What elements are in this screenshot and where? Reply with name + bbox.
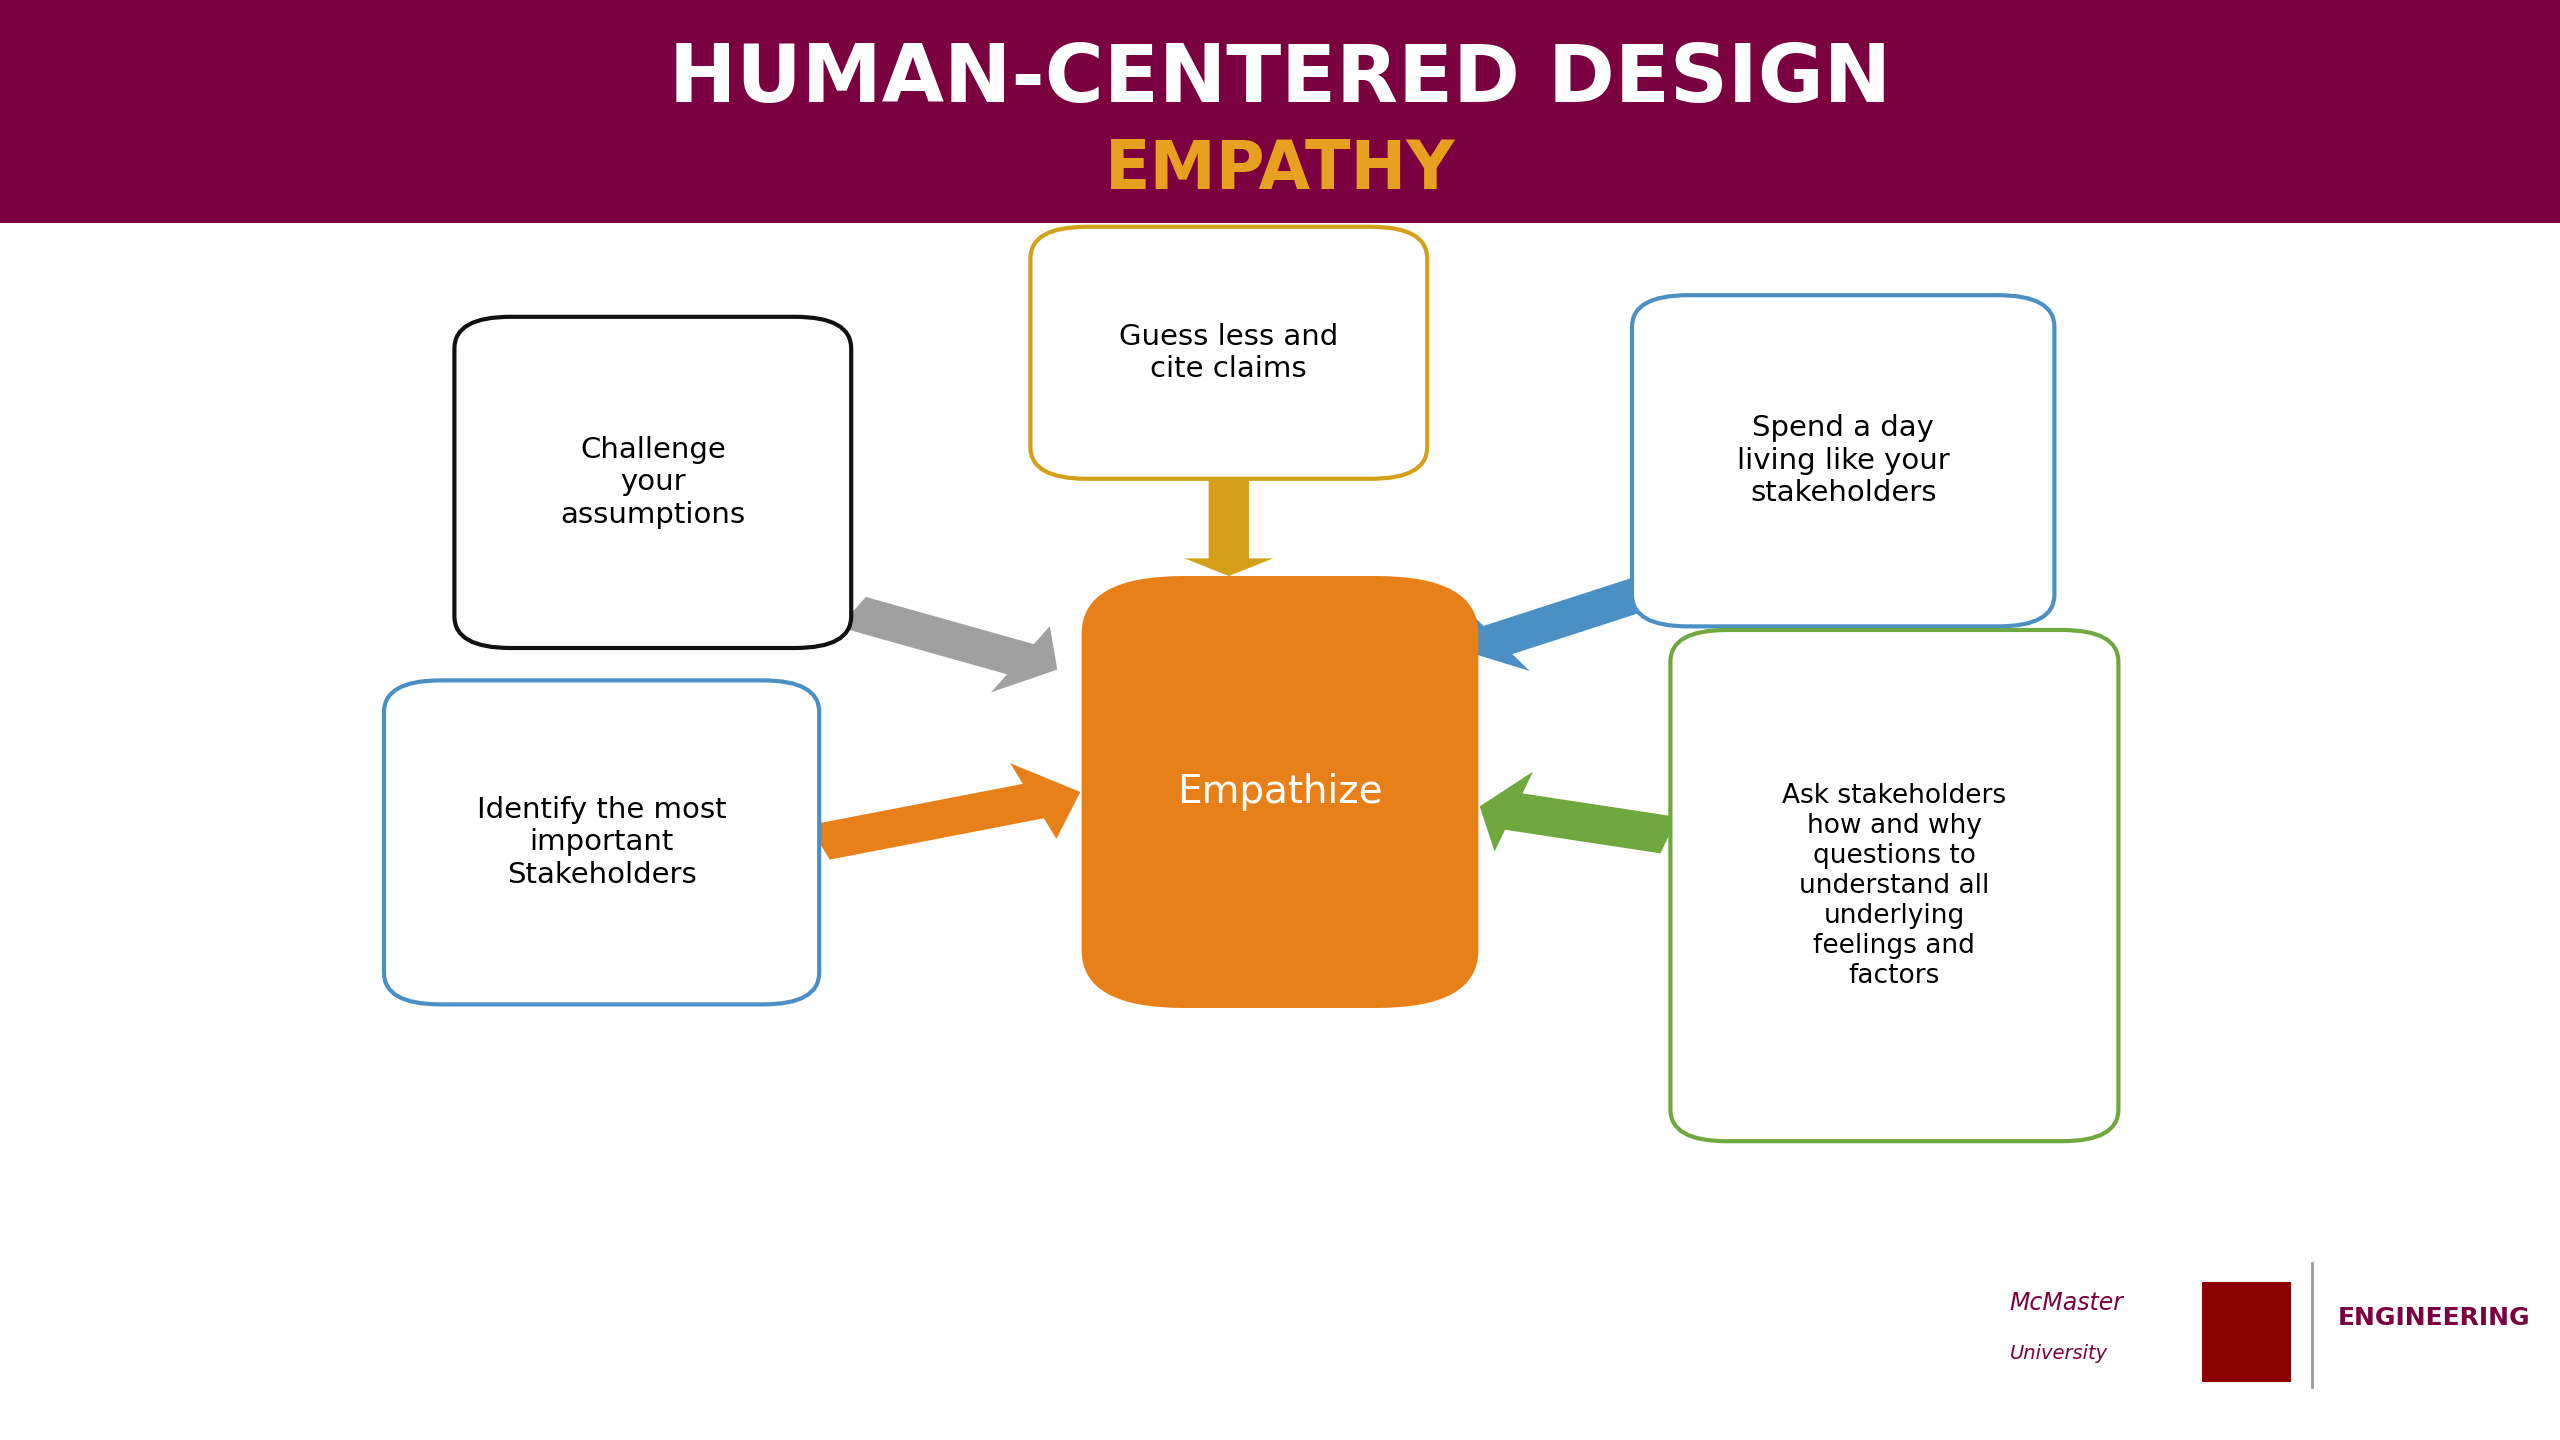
FancyBboxPatch shape xyxy=(1029,226,1428,478)
Text: HUMAN-CENTERED DESIGN: HUMAN-CENTERED DESIGN xyxy=(668,42,1892,120)
Bar xyxy=(2202,1282,2291,1382)
FancyBboxPatch shape xyxy=(1633,295,2056,626)
Polygon shape xyxy=(1480,772,1677,854)
Polygon shape xyxy=(1185,478,1272,576)
Text: ENGINEERING: ENGINEERING xyxy=(2337,1306,2529,1329)
Text: Identify the most
important
Stakeholders: Identify the most important Stakeholders xyxy=(476,796,727,888)
Text: EMPATHY: EMPATHY xyxy=(1106,137,1454,203)
Bar xyxy=(0,0,2560,223)
Text: Challenge
your
assumptions: Challenge your assumptions xyxy=(561,436,745,528)
FancyBboxPatch shape xyxy=(384,681,819,1005)
Text: Spend a day
living like your
stakeholders: Spend a day living like your stakeholder… xyxy=(1736,415,1951,507)
Text: McMaster: McMaster xyxy=(2010,1292,2125,1315)
Polygon shape xyxy=(840,598,1057,693)
Text: Empathize: Empathize xyxy=(1178,773,1382,811)
Text: University: University xyxy=(2010,1344,2107,1364)
Polygon shape xyxy=(1464,576,1667,671)
Text: Ask stakeholders
how and why
questions to
understand all
underlying
feelings and: Ask stakeholders how and why questions t… xyxy=(1782,782,2007,989)
Text: Guess less and
cite claims: Guess less and cite claims xyxy=(1119,323,1339,383)
FancyBboxPatch shape xyxy=(456,317,850,648)
Polygon shape xyxy=(809,763,1080,860)
FancyBboxPatch shape xyxy=(1080,576,1480,1008)
FancyBboxPatch shape xyxy=(1669,631,2117,1140)
